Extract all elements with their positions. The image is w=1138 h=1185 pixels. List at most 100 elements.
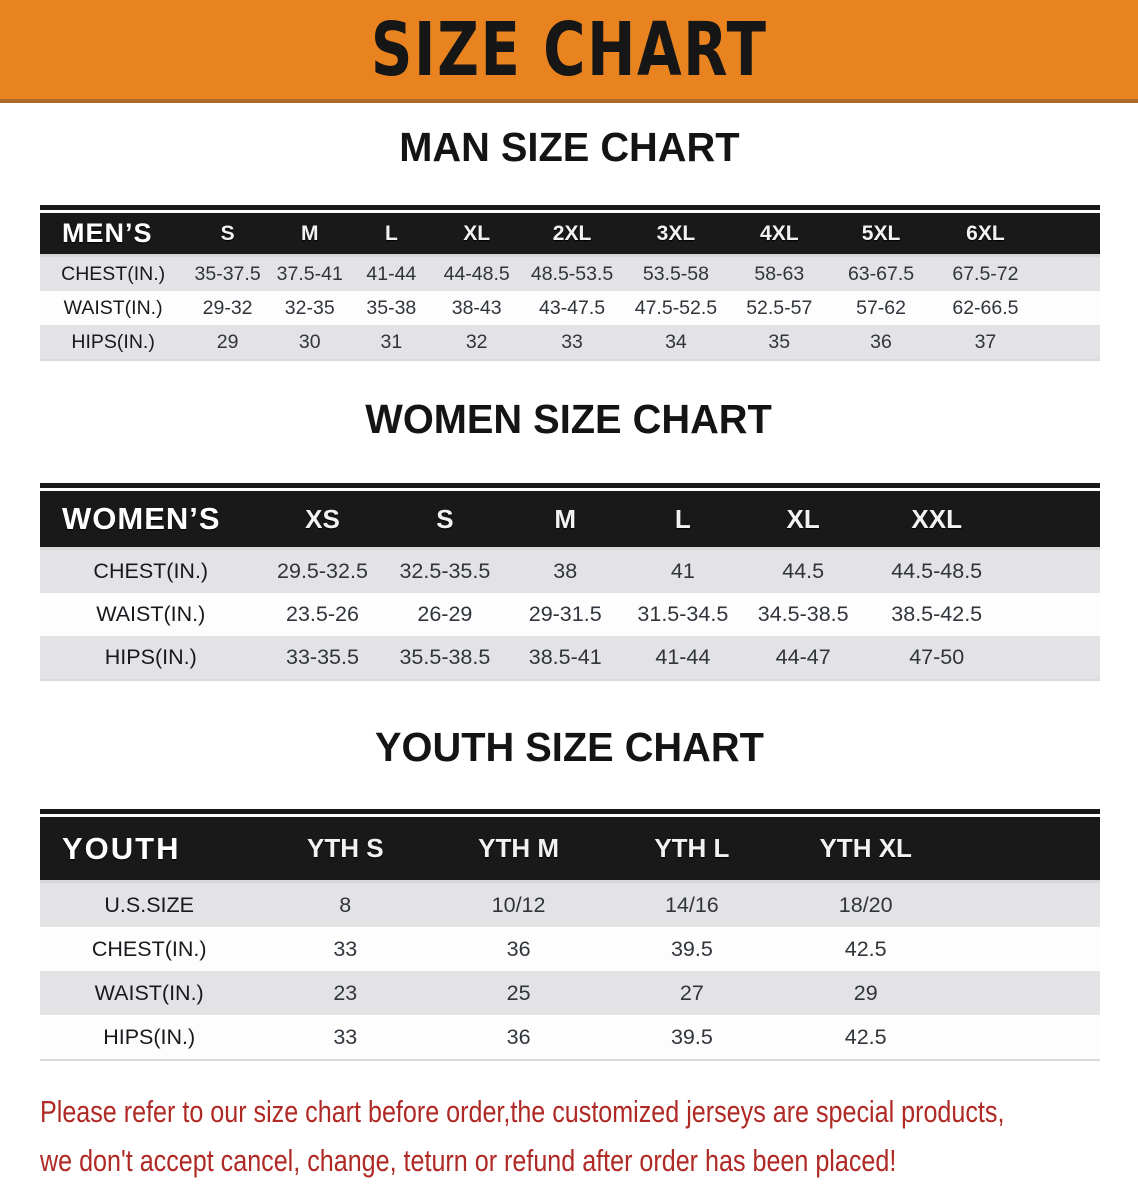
men-measurement-row: CHEST(IN.) 35-37.5 37.5-41 41-44 44-48.5 48.5… bbox=[40, 255, 1100, 291]
size-value-cell: 33 bbox=[258, 927, 433, 971]
men-size-column-header: L bbox=[350, 213, 433, 257]
row-label-cell: CHEST(IN.) bbox=[40, 548, 262, 593]
size-value-cell: 18/20 bbox=[778, 881, 953, 927]
youth-table-header-row: YOUTH YTH S YTH M YTH L YTH XL bbox=[40, 817, 1100, 883]
row-spacer-cell bbox=[1038, 255, 1100, 291]
size-value-cell: 34 bbox=[622, 325, 729, 361]
size-value-cell: 37 bbox=[932, 325, 1039, 361]
size-value-cell: 47.5-52.5 bbox=[622, 291, 729, 325]
women-size-column-header: XS bbox=[261, 491, 384, 550]
row-spacer-cell bbox=[1008, 593, 1100, 636]
youth-measurement-row: CHEST(IN.) 33 36 39.5 42.5 bbox=[40, 927, 1100, 971]
size-value-cell: 35-37.5 bbox=[186, 255, 269, 291]
women-measurement-row: WAIST(IN.) 23.5-26 26-29 29-31.5 31.5-34.5 34… bbox=[40, 593, 1100, 636]
men-table-corner-label: MEN’S bbox=[40, 213, 187, 257]
women-size-table: WOMEN’S XS S M L XL XXL CHEST(IN.) 29.5-32.5 32.5… bbox=[40, 491, 1100, 681]
men-section-title-text: MAN SIZE CHART bbox=[398, 124, 740, 170]
row-label-cell: HIPS(IN.) bbox=[40, 1015, 259, 1061]
row-label-cell: WAIST(IN.) bbox=[40, 291, 187, 325]
size-value-cell: 29-31.5 bbox=[506, 593, 625, 636]
size-value-cell: 31 bbox=[350, 325, 433, 361]
size-value-cell: 23 bbox=[258, 971, 433, 1015]
row-spacer-cell bbox=[952, 971, 1100, 1015]
disclaimer-line-2: we don't accept cancel, change, teturn o… bbox=[40, 1143, 897, 1178]
row-label-cell: CHEST(IN.) bbox=[40, 255, 187, 291]
size-value-cell: 33-35.5 bbox=[261, 636, 384, 681]
men-section-title: MAN SIZE CHART bbox=[0, 123, 1138, 181]
row-spacer-cell bbox=[952, 881, 1100, 927]
row-spacer-cell bbox=[1008, 548, 1100, 593]
men-measurement-row: WAIST(IN.) 29-32 32-35 35-38 38-43 43-47.5 47.… bbox=[40, 291, 1100, 325]
size-value-cell: 26-29 bbox=[383, 593, 507, 636]
size-value-cell: 29-32 bbox=[186, 291, 269, 325]
size-value-cell: 42.5 bbox=[778, 927, 953, 971]
youth-measurement-row: HIPS(IN.) 33 36 39.5 42.5 bbox=[40, 1015, 1100, 1061]
youth-size-table: YOUTH YTH S YTH M YTH L YTH XL U.S.SIZE 8 10/12… bbox=[40, 817, 1100, 1061]
size-value-cell: 34.5-38.5 bbox=[741, 593, 865, 636]
size-value-cell: 32 bbox=[432, 325, 522, 361]
men-size-column-header: 3XL bbox=[622, 213, 729, 257]
size-value-cell: 42.5 bbox=[778, 1015, 953, 1061]
size-value-cell: 52.5-57 bbox=[728, 291, 830, 325]
youth-size-column-header: YTH M bbox=[432, 817, 605, 883]
size-value-cell: 29 bbox=[778, 971, 953, 1015]
row-spacer-cell bbox=[952, 927, 1100, 971]
size-value-cell: 47-50 bbox=[864, 636, 1009, 681]
size-value-cell: 30 bbox=[268, 325, 351, 361]
size-value-cell: 39.5 bbox=[604, 1015, 779, 1061]
women-size-column-header: XXL bbox=[864, 491, 1009, 550]
youth-section-title-text: YOUTH SIZE CHART bbox=[374, 724, 764, 770]
size-value-cell: 31.5-34.5 bbox=[624, 593, 742, 636]
size-value-cell: 23.5-26 bbox=[261, 593, 384, 636]
header-spacer-cell bbox=[1038, 213, 1100, 257]
size-chart-banner: SIZE CHART bbox=[0, 0, 1138, 103]
row-spacer-cell bbox=[952, 1015, 1100, 1061]
youth-measurement-row: U.S.SIZE 8 10/12 14/16 18/20 bbox=[40, 881, 1100, 927]
size-value-cell: 8 bbox=[258, 881, 433, 927]
men-size-table-wrap: MEN’S S M L XL 2XL 3XL 4XL 5XL 6XL CHEST(IN.) 35-37… bbox=[40, 205, 1100, 361]
size-value-cell: 67.5-72 bbox=[932, 255, 1039, 291]
size-value-cell: 38.5-42.5 bbox=[864, 593, 1009, 636]
size-value-cell: 44.5 bbox=[741, 548, 865, 593]
women-size-column-header: XL bbox=[741, 491, 865, 550]
row-label-cell: CHEST(IN.) bbox=[40, 927, 259, 971]
size-value-cell: 38 bbox=[506, 548, 625, 593]
size-value-cell: 36 bbox=[432, 1015, 605, 1061]
men-size-column-header: 6XL bbox=[932, 213, 1039, 257]
banner-title: SIZE CHART bbox=[370, 6, 768, 93]
size-value-cell: 62-66.5 bbox=[932, 291, 1039, 325]
men-measurement-row: HIPS(IN.) 29 30 31 32 33 34 35 36 37 bbox=[40, 325, 1100, 361]
size-value-cell: 41 bbox=[624, 548, 742, 593]
men-size-column-header: 2XL bbox=[521, 213, 623, 257]
women-size-column-header: L bbox=[624, 491, 742, 550]
men-size-column-header: 5XL bbox=[829, 213, 933, 257]
women-section-title-text: WOMEN SIZE CHART bbox=[365, 396, 773, 442]
size-value-cell: 27 bbox=[604, 971, 779, 1015]
women-measurement-row: CHEST(IN.) 29.5-32.5 32.5-35.5 38 41 44.5 44.5… bbox=[40, 548, 1100, 593]
size-value-cell: 29 bbox=[186, 325, 269, 361]
youth-table-corner-label: YOUTH bbox=[40, 817, 259, 883]
size-value-cell: 36 bbox=[432, 927, 605, 971]
men-size-column-header: XL bbox=[432, 213, 522, 257]
women-table-corner-label: WOMEN’S bbox=[40, 491, 262, 550]
row-label-cell: HIPS(IN.) bbox=[40, 325, 187, 361]
size-value-cell: 53.5-58 bbox=[622, 255, 729, 291]
size-value-cell: 14/16 bbox=[604, 881, 779, 927]
disclaimer-text: Please refer to our size chart before or… bbox=[40, 1087, 1138, 1185]
row-label-cell: U.S.SIZE bbox=[40, 881, 259, 927]
size-value-cell: 32.5-35.5 bbox=[383, 548, 507, 593]
row-spacer-cell bbox=[1008, 636, 1100, 681]
youth-size-column-header: YTH XL bbox=[778, 817, 953, 883]
size-value-cell: 35.5-38.5 bbox=[383, 636, 507, 681]
youth-section-title: YOUTH SIZE CHART bbox=[0, 723, 1138, 781]
women-size-table-wrap: WOMEN’S XS S M L XL XXL CHEST(IN.) 29.5-32.5 32.5… bbox=[40, 483, 1100, 681]
size-value-cell: 48.5-53.5 bbox=[521, 255, 623, 291]
men-table-header-row: MEN’S S M L XL 2XL 3XL 4XL 5XL 6XL bbox=[40, 213, 1100, 257]
youth-size-column-header: YTH S bbox=[258, 817, 433, 883]
size-value-cell: 38-43 bbox=[432, 291, 522, 325]
size-value-cell: 10/12 bbox=[432, 881, 605, 927]
size-value-cell: 35-38 bbox=[350, 291, 433, 325]
size-value-cell: 33 bbox=[521, 325, 623, 361]
header-spacer-cell bbox=[1008, 491, 1100, 550]
size-value-cell: 38.5-41 bbox=[506, 636, 625, 681]
